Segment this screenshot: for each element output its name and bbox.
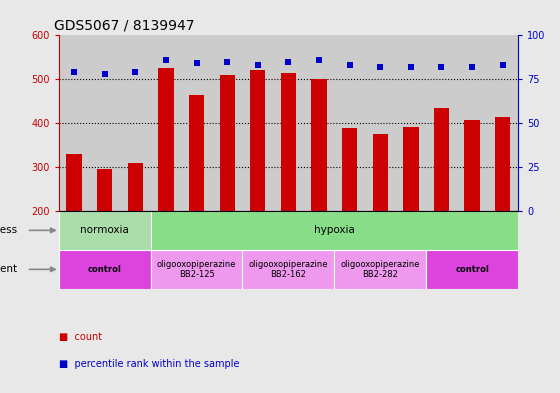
Bar [342,127,357,299]
Bar [220,75,235,299]
Bar [189,95,204,299]
Bar [365,35,395,211]
Text: stress: stress [0,225,17,235]
Bar [372,134,388,299]
Bar [395,35,426,211]
Bar [120,35,151,211]
Bar [120,35,151,211]
Bar [59,35,90,211]
Text: ■  count: ■ count [59,332,102,342]
Bar [334,35,365,211]
Bar [128,163,143,299]
Bar [434,108,449,299]
Bar [59,35,90,211]
Bar [151,211,518,250]
Bar [181,35,212,211]
Bar [334,35,365,211]
Text: oligooxopiperazine
BB2-282: oligooxopiperazine BB2-282 [340,260,420,279]
Bar [426,35,457,211]
Bar [487,35,518,211]
Bar [334,250,426,289]
Text: agent: agent [0,264,17,274]
Bar [487,35,518,211]
Bar [151,35,181,211]
Text: oligooxopiperazine
BB2-162: oligooxopiperazine BB2-162 [249,260,328,279]
Bar [395,35,426,211]
Bar [304,35,334,211]
Bar [212,35,242,211]
Bar [151,35,181,211]
Bar [242,35,273,211]
Bar [403,127,418,299]
Bar [281,73,296,299]
Bar [464,119,480,299]
Bar [304,35,334,211]
Bar [90,35,120,211]
Text: control: control [455,265,489,274]
Bar [365,35,395,211]
Bar [97,169,113,299]
Bar [457,35,487,211]
Bar [59,211,151,250]
Bar [181,35,212,211]
Bar [158,68,174,299]
Bar [212,35,242,211]
Bar [426,35,457,211]
Text: GDS5067 / 8139947: GDS5067 / 8139947 [54,19,195,33]
Bar [426,250,518,289]
Bar [67,154,82,299]
Bar [311,79,326,299]
Bar [495,117,510,299]
Text: hypoxia: hypoxia [314,225,354,235]
Bar [90,35,120,211]
Bar [273,35,304,211]
Text: control: control [88,265,122,274]
Bar [250,70,265,299]
Text: ■  percentile rank within the sample: ■ percentile rank within the sample [59,360,239,369]
Text: oligooxopiperazine
BB2-125: oligooxopiperazine BB2-125 [157,260,236,279]
Bar [242,250,334,289]
Text: normoxia: normoxia [80,225,129,235]
Bar [242,35,273,211]
Bar [151,250,242,289]
Bar [273,35,304,211]
Bar [59,250,151,289]
Bar [457,35,487,211]
